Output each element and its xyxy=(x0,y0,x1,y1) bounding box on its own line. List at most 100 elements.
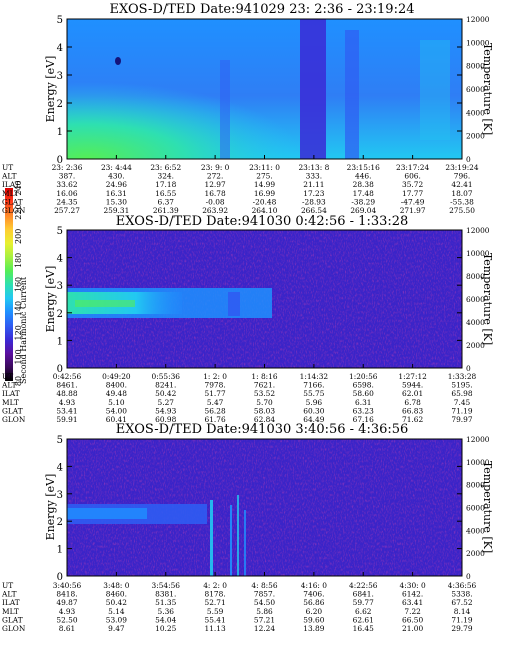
orbit-row-value: 17.23 xyxy=(303,189,324,198)
y-tick-label: 5 xyxy=(57,15,63,26)
orbit-row-value: 52.71 xyxy=(205,598,226,607)
orbit-row-value: 52.50 xyxy=(56,615,77,624)
orbit-row-value: 1: 2: 0 xyxy=(203,372,227,381)
panel-1-dark-stripe-2 xyxy=(345,30,359,159)
panel-3-ion-band-core xyxy=(67,508,147,519)
colorbar: 80 100 120 140 160 180 200 220 240 Second Harmon… xyxy=(5,180,28,386)
orbit-row-value: 8418. xyxy=(56,590,77,599)
panel-2: EXOS-D/TED Date:941030 0:42:56 - 1:33:28… xyxy=(1,214,494,424)
orbit-row-value: 7978. xyxy=(205,381,226,390)
orbit-row-value: 35.72 xyxy=(402,180,423,189)
orbit-row-value: 5.47 xyxy=(207,398,224,407)
orbit-row-value: 23:15:16 xyxy=(347,163,380,172)
orbit-row-value: 5.14 xyxy=(108,607,125,616)
panel-1-dark-stripe xyxy=(300,19,326,159)
orbit-row-value: 66.83 xyxy=(402,406,423,415)
panel-1-low-energy-green-region xyxy=(67,19,462,159)
orbit-row-value: 15.30 xyxy=(106,197,127,206)
orbit-row-label: GLAT xyxy=(2,197,23,206)
orbit-row-value: 5.36 xyxy=(158,607,175,616)
orbit-row-label: ALT xyxy=(1,381,17,390)
panel-1-title: EXOS-D/TED Date:941029 23: 2:36 - 23:19:… xyxy=(110,2,415,17)
y-tick-label: 1 xyxy=(57,127,63,138)
orbit-row-label: GLON xyxy=(2,206,26,215)
orbit-row-value: 12.97 xyxy=(205,180,226,189)
orbit-row-value: 23: 4:44 xyxy=(101,163,132,172)
orbit-row-label: MLT xyxy=(2,189,19,198)
orbit-row-value: 6598. xyxy=(353,381,374,390)
orbit-row-value: 264.10 xyxy=(252,206,278,215)
orbit-row-value: 24.96 xyxy=(106,180,127,189)
orbit-row-value: 60.98 xyxy=(155,415,176,424)
orbit-row-value: 8241. xyxy=(155,381,176,390)
colorbar-tick-label: 80 xyxy=(14,376,23,386)
orbit-row-value: 7406. xyxy=(303,590,324,599)
orbit-row-value: 60.41 xyxy=(106,415,127,424)
colorbar-label: Second Harmonic Current xyxy=(19,276,28,384)
y-tick-label: 4 xyxy=(57,254,63,265)
orbit-row-value: 8.61 xyxy=(59,624,75,633)
orbit-row-value: 4: 2: 0 xyxy=(203,581,227,590)
orbit-row-value: -0.08 xyxy=(206,197,225,206)
orbit-row-value: 67.16 xyxy=(353,415,374,424)
orbit-row-value: 53.52 xyxy=(254,389,275,398)
colorbar-tick-label: 240 xyxy=(14,180,23,195)
orbit-row-value: 57.21 xyxy=(254,615,275,624)
orbit-row-value: 62.61 xyxy=(353,615,374,624)
orbit-row-value: 12.24 xyxy=(254,624,275,633)
orbit-row-value: 54.00 xyxy=(106,406,127,415)
orbit-row-value: 17.48 xyxy=(353,189,374,198)
panel-1: EXOS-D/TED Date:941029 23: 2:36 - 23:19:… xyxy=(1,2,494,215)
orbit-row-value: 67.52 xyxy=(451,598,472,607)
orbit-row-label: GLAT xyxy=(2,406,23,415)
orbit-row-value: 42.41 xyxy=(451,180,472,189)
orbit-row-value: 54.93 xyxy=(155,406,176,415)
orbit-row-label: ILAT xyxy=(2,598,20,607)
orbit-row-value: 16.45 xyxy=(353,624,374,633)
y-tick-label: 2 xyxy=(57,517,63,528)
orbit-row-value: 50.42 xyxy=(106,598,127,607)
orbit-row-value: 4:36:56 xyxy=(448,581,477,590)
orbit-row-label: GLON xyxy=(2,624,26,633)
orbit-row-value: 5.96 xyxy=(306,398,323,407)
orbit-row-value: 4:30: 0 xyxy=(400,581,426,590)
orbit-row-value: 16.99 xyxy=(254,189,275,198)
orbit-row-value: 6.37 xyxy=(158,197,175,206)
right-tick-label: 10000 xyxy=(466,38,490,47)
orbit-row-value: 16.06 xyxy=(56,189,77,198)
orbit-row-value: 5.10 xyxy=(108,398,125,407)
orbit-row-value: 5.27 xyxy=(158,398,175,407)
panel-3: EXOS-D/TED Date:941030 3:40:56 - 4:36:56… xyxy=(1,422,494,633)
right-tick-label: 2000 xyxy=(466,341,485,350)
y-tick-label: 5 xyxy=(57,226,63,237)
orbit-row-value: 48.88 xyxy=(56,389,77,398)
right-tick-label: 6000 xyxy=(466,295,485,304)
panel-1-right-axis-label: Temperature [K] xyxy=(481,43,494,135)
orbit-row-value: 79.97 xyxy=(451,415,472,424)
panel-2-plot-area xyxy=(66,229,463,369)
panel-2-band-tail xyxy=(228,292,240,316)
orbit-row-value: 23:11: 0 xyxy=(249,163,280,172)
panel-2-ion-band-peak xyxy=(75,300,135,307)
orbit-row-value: 23:13: 8 xyxy=(298,163,329,172)
orbit-row-value: 5195. xyxy=(451,381,472,390)
y-tick-label: 2 xyxy=(57,309,63,320)
colorbar-tick-label: 180 xyxy=(14,253,23,268)
orbit-row-label: ILAT xyxy=(2,389,20,398)
orbit-row-value: 56.86 xyxy=(303,598,324,607)
orbit-row-value: -28.93 xyxy=(302,197,326,206)
panel-3-y-axis-label: Energy [eV] xyxy=(44,474,57,541)
orbit-row-value: 54.04 xyxy=(155,615,176,624)
orbit-row-value: 23: 9: 0 xyxy=(201,163,230,172)
orbit-row-value: 263.92 xyxy=(202,206,228,215)
orbit-row-value: 7.45 xyxy=(454,398,471,407)
colorbar-tick-label: 220 xyxy=(14,204,23,219)
orbit-row-value: 62.01 xyxy=(402,389,423,398)
orbit-row-value: 14.99 xyxy=(254,180,275,189)
orbit-row-value: 59.91 xyxy=(56,415,77,424)
colorbar-tick-label: 140 xyxy=(14,301,23,316)
panel-3-orbit-table: UT 3:40:56 3:48: 0 3:54:56 4: 2: 0 4: 8:56 4:1… xyxy=(1,581,477,633)
orbit-row-value: 54.50 xyxy=(254,598,275,607)
right-tick-label: 0 xyxy=(466,572,471,581)
orbit-row-value: 261.39 xyxy=(153,206,179,215)
